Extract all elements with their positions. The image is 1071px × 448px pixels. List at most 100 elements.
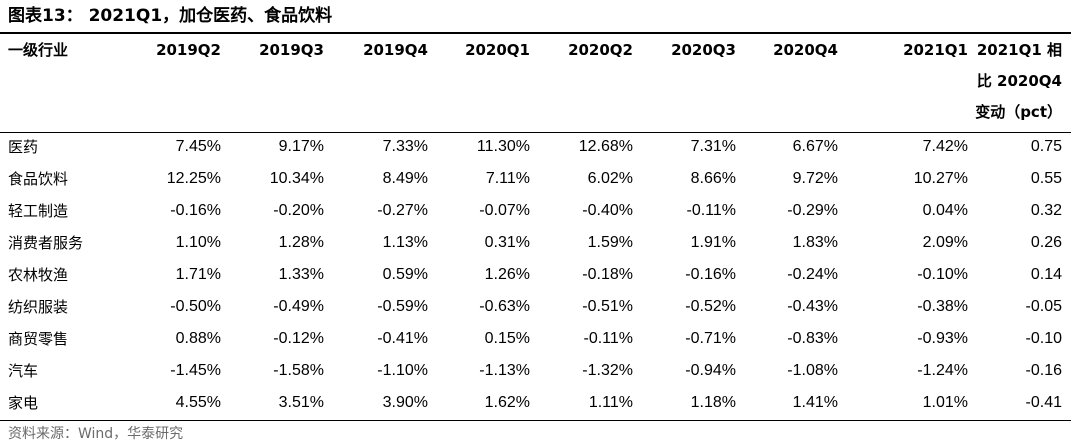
table-cell: 6.67% [792,138,838,155]
header-change-line: 变动（pct） [975,103,1062,121]
table-cell: 8.66% [690,170,736,187]
table-cell: -0.93% [917,330,968,347]
table-cell: -1.08% [787,362,838,379]
change-cell: -0.10 [1025,330,1062,347]
header-period: 2020Q4 [773,41,838,59]
table-cell: -0.18% [582,266,633,283]
table-cell: -0.11% [583,330,633,347]
title-divider [0,32,1071,34]
change-cell: -0.05 [1025,298,1062,315]
table-cell: -0.43% [787,298,838,315]
table-cell: 1.11% [588,394,633,411]
table-cell: 1.91% [690,234,736,251]
table-cell: -0.50% [170,298,221,315]
header-period: 2020Q2 [568,41,633,59]
header-industry: 一级行业 [8,41,69,59]
table-cell: -0.52% [685,298,736,315]
table-cell: 11.30% [476,138,530,155]
header-period: 2021Q1 [903,41,968,59]
table-cell: -0.29% [787,202,838,219]
header-change-line: 比 2020Q4 [976,72,1062,90]
change-cell: 0.55 [1030,170,1062,187]
industry-label: 食品饮料 [8,170,69,188]
source-note: 资料来源：Wind，华泰研究 [8,426,184,442]
table-cell: -0.38% [917,298,968,315]
table-title: 图表13： 2021Q1，加仓医药、食品饮料 [8,6,333,26]
table-cell: 1.01% [922,394,968,411]
change-cell: -0.16 [1025,362,1062,379]
industry-label: 轻工制造 [8,202,69,220]
change-cell: 0.14 [1030,266,1062,283]
table-cell: -1.10% [377,362,428,379]
table-cell: -0.63% [479,298,530,315]
table-cell: 7.45% [175,138,221,155]
industry-label: 医药 [8,138,39,156]
table-cell: 1.28% [278,234,324,251]
table-cell: 10.34% [269,170,324,187]
table-cell: 1.10% [175,234,221,251]
table-cell: -0.71% [685,330,736,347]
table-cell: 1.41% [792,394,838,411]
industry-label: 消费者服务 [8,234,84,252]
table-cell: -1.45% [170,362,221,379]
change-cell: -0.41 [1025,394,1062,411]
table-cell: 1.33% [278,266,324,283]
table-cell: -0.12% [273,330,324,347]
table-cell: -0.27% [377,202,428,219]
industry-label: 汽车 [8,362,39,380]
table-cell: 1.59% [587,234,633,251]
table-cell: 10.27% [913,170,968,187]
industry-label: 商贸零售 [8,330,69,348]
change-cell: 0.26 [1030,234,1062,251]
table-cell: 1.71% [175,266,221,283]
table-cell: -0.10% [917,266,968,283]
header-change-line: 2021Q1 相 [976,41,1062,59]
industry-label: 家电 [8,394,39,412]
table-cell: 3.90% [382,394,428,411]
table-cell: -1.32% [582,362,633,379]
table-cell: 6.02% [587,170,633,187]
table-cell: 1.18% [690,394,736,411]
change-cell: 0.32 [1030,202,1062,219]
industry-label: 纺织服装 [8,298,69,316]
table-cell: 7.31% [690,138,736,155]
table-cell: 1.83% [792,234,838,251]
table-cell: 7.42% [922,138,968,155]
table-cell: 7.33% [382,138,428,155]
table-cell: -0.49% [273,298,324,315]
table-cell: 12.68% [578,138,633,155]
table-cell: 0.31% [484,234,530,251]
header-period: 2019Q2 [156,41,221,59]
header-divider [0,132,1071,133]
table-cell: 7.11% [485,170,530,187]
table-cell: 8.49% [382,170,428,187]
table-cell: -1.24% [917,362,968,379]
table-cell: -0.94% [685,362,736,379]
table-cell: 12.25% [166,170,221,187]
table-cell: -0.20% [273,202,324,219]
table-cell: -0.40% [582,202,633,219]
table-cell: -0.24% [787,266,838,283]
table-cell: 0.88% [175,330,221,347]
header-period: 2020Q3 [671,41,736,59]
table-cell: 2.09% [922,234,968,251]
table-cell: 1.62% [484,394,530,411]
table-cell: -0.59% [377,298,428,315]
table-cell: 0.59% [382,266,428,283]
table-cell: 0.15% [484,330,530,347]
header-period: 2019Q3 [259,41,324,59]
table-cell: 3.51% [278,394,324,411]
table-cell: -0.83% [787,330,838,347]
table-cell: 1.13% [382,234,428,251]
table-cell: -0.11% [686,202,736,219]
header-period: 2019Q4 [363,41,428,59]
table-cell: -0.07% [479,202,530,219]
change-cell: 0.75 [1030,138,1062,155]
table-cell: -0.16% [685,266,736,283]
table-cell: -0.16% [170,202,221,219]
table-cell: -0.51% [582,298,633,315]
industry-label: 农林牧渔 [8,266,69,284]
table-cell: -0.41% [377,330,428,347]
table-cell: 4.55% [175,394,221,411]
bottom-divider [0,420,1071,421]
